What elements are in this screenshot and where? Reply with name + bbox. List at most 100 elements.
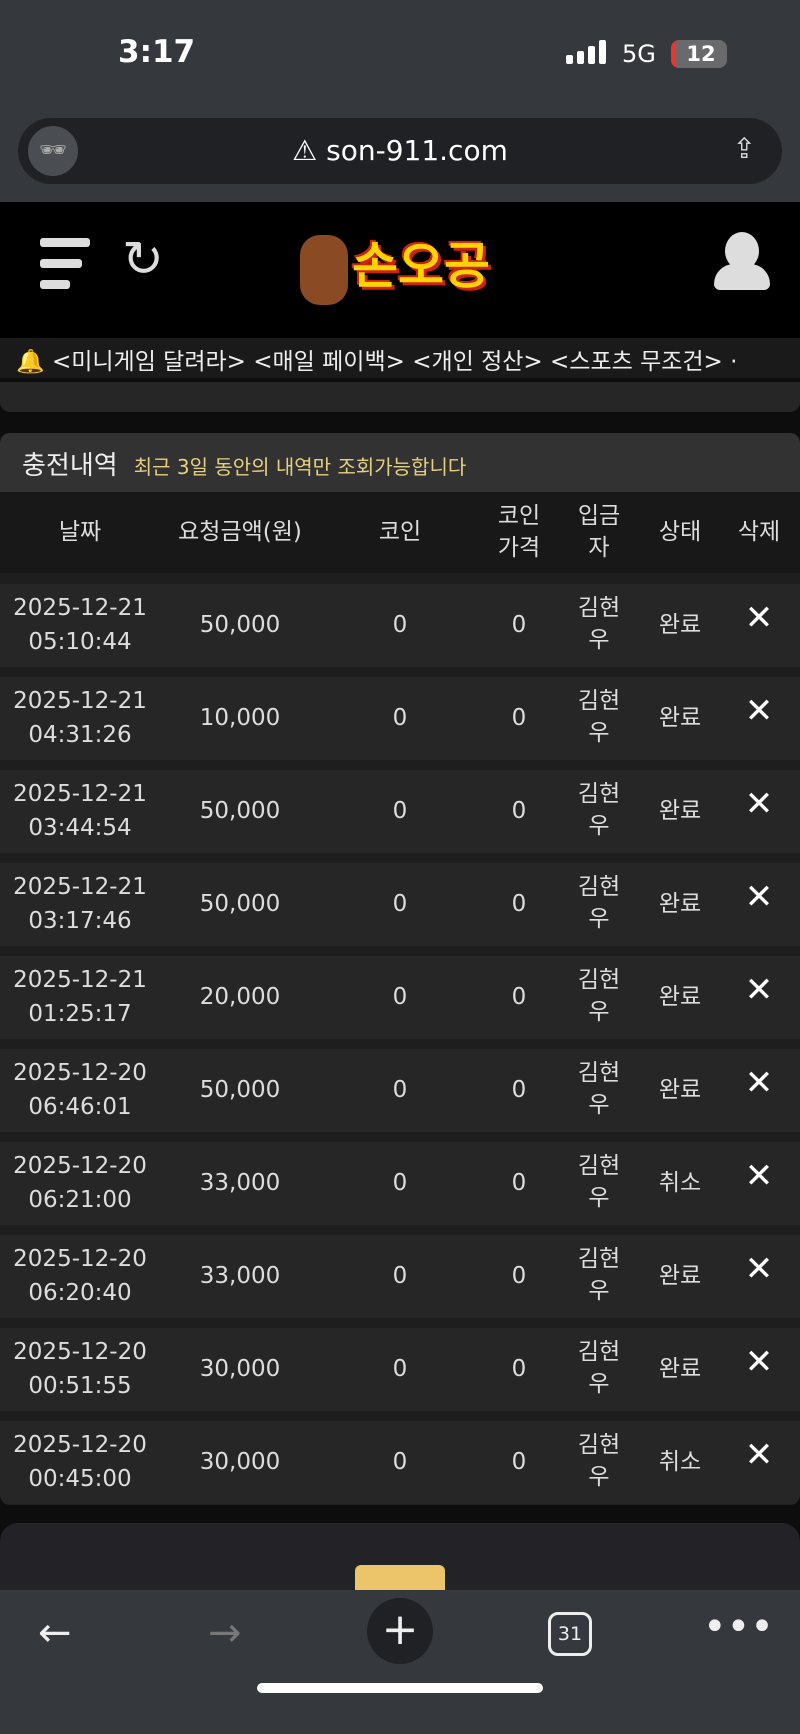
status-cell: 취소	[658, 1170, 702, 1196]
status-cell: 취소	[658, 1449, 702, 1475]
depositor-cell: 김현우	[577, 874, 621, 932]
amount-cell: 50,000	[199, 891, 281, 917]
table-row: 2025-12-21 01:25:17 20,000 0 0 김현우 완료 ✕	[0, 956, 800, 1039]
status-cell: 완료	[658, 798, 702, 824]
table-header: 날짜 요청금액(원) 코인 코인 가격 입금 자 상태 삭제	[0, 492, 800, 573]
delete-icon[interactable]: ✕	[744, 1249, 774, 1289]
coin-price-cell: 0	[511, 1077, 527, 1103]
depositor-cell: 김현우	[577, 1339, 621, 1397]
time-cell: 00:45:00	[28, 1466, 132, 1492]
amount-cell: 33,000	[199, 1170, 281, 1196]
date-cell: 2025-12-20	[13, 1060, 147, 1086]
table-row: 2025-12-21 03:17:46 50,000 0 0 김현우 완료 ✕	[0, 863, 800, 946]
signal-icon	[566, 40, 606, 64]
column-header: 삭제	[737, 519, 781, 545]
site-header: ↻ 손오공	[0, 202, 800, 338]
delete-icon[interactable]: ✕	[744, 877, 774, 917]
coin-price-cell: 0	[511, 612, 527, 638]
more-icon[interactable]: •••	[703, 1604, 774, 1650]
network-type: 5G	[622, 40, 656, 68]
battery-icon: 12	[671, 40, 727, 68]
delete-icon[interactable]: ✕	[744, 1342, 774, 1382]
user-icon[interactable]	[714, 232, 770, 292]
menu-icon[interactable]	[40, 238, 90, 301]
status-cell: 완료	[658, 984, 702, 1010]
coin-price-cell: 0	[511, 1356, 527, 1382]
time-cell: 05:10:44	[28, 629, 132, 655]
time-cell: 03:44:54	[28, 815, 132, 841]
new-tab-icon[interactable]: +	[367, 1598, 433, 1664]
amount-cell: 50,000	[199, 798, 281, 824]
time-cell: 04:31:26	[28, 722, 132, 748]
depositor-cell: 김현우	[577, 1060, 621, 1118]
coin-price-cell: 0	[511, 705, 527, 731]
amount-cell: 50,000	[199, 612, 281, 638]
amount-cell: 10,000	[199, 705, 281, 731]
date-cell: 2025-12-21	[13, 688, 147, 714]
bell-icon: 🔔	[16, 349, 45, 375]
date-cell: 2025-12-21	[13, 781, 147, 807]
table-row: 2025-12-20 06:46:01 50,000 0 0 김현우 완료 ✕	[0, 1049, 800, 1132]
date-cell: 2025-12-20	[13, 1246, 147, 1272]
coin-cell: 0	[392, 1263, 408, 1289]
time-cell: 06:46:01	[28, 1094, 132, 1120]
delete-icon[interactable]: ✕	[744, 970, 774, 1010]
status-cell: 완료	[658, 1356, 702, 1382]
section-header: 충전내역 최근 3일 동안의 내역만 조회가능합니다	[0, 433, 800, 492]
coin-cell: 0	[392, 984, 408, 1010]
coin-cell: 0	[392, 705, 408, 731]
delete-icon[interactable]: ✕	[744, 1063, 774, 1103]
delete-icon[interactable]: ✕	[744, 1156, 774, 1196]
depositor-cell: 김현우	[577, 595, 621, 653]
status-cell: 완료	[658, 612, 702, 638]
coin-price-cell: 0	[511, 984, 527, 1010]
clock: 3:17	[118, 34, 196, 70]
date-cell: 2025-12-21	[13, 595, 147, 621]
back-icon[interactable]: ←	[38, 1610, 72, 1656]
coin-cell: 0	[392, 1449, 408, 1475]
delete-icon[interactable]: ✕	[744, 784, 774, 824]
status-bar: 3:17 5G 12 🕶 ⚠ son-911.com ⇪	[0, 0, 800, 202]
refresh-icon[interactable]: ↻	[122, 230, 164, 288]
forward-icon[interactable]: →	[208, 1610, 242, 1656]
delete-icon[interactable]: ✕	[744, 691, 774, 731]
delete-icon[interactable]: ✕	[744, 1435, 774, 1475]
coin-cell: 0	[392, 798, 408, 824]
address-bar[interactable]: 🕶 ⚠ son-911.com ⇪	[18, 118, 782, 184]
time-cell: 03:17:46	[28, 908, 132, 934]
table-row: 2025-12-20 06:20:40 33,000 0 0 김현우 완료 ✕	[0, 1235, 800, 1318]
url: son-911.com	[326, 134, 508, 167]
tabs-button[interactable]: 31	[548, 1612, 592, 1656]
coin-cell: 0	[392, 1356, 408, 1382]
status-cell: 완료	[658, 1077, 702, 1103]
column-header: 입금 자	[577, 503, 621, 561]
date-cell: 2025-12-20	[13, 1153, 147, 1179]
share-icon[interactable]: ⇪	[732, 132, 756, 165]
date-cell: 2025-12-20	[13, 1339, 147, 1365]
date-cell: 2025-12-21	[13, 874, 147, 900]
notice-ticker[interactable]: 🔔 <미니게임 달려라> <매일 페이백> <개인 정산> <스포츠 무조건> …	[0, 338, 800, 378]
incognito-icon[interactable]: 🕶	[28, 126, 78, 176]
amount-cell: 50,000	[199, 1077, 281, 1103]
column-header: 요청금액(원)	[178, 519, 302, 545]
depositor-cell: 김현우	[577, 1153, 621, 1211]
section-note: 최근 3일 동안의 내역만 조회가능합니다	[133, 455, 467, 479]
depositor-cell: 김현우	[577, 688, 621, 746]
browser-toolbar: ← → + 31 •••	[0, 1590, 800, 1734]
status-cell: 완료	[658, 891, 702, 917]
column-header: 상태	[658, 519, 702, 545]
delete-icon[interactable]: ✕	[744, 598, 774, 638]
coin-cell: 0	[392, 1077, 408, 1103]
site-logo[interactable]: 손오공	[300, 226, 490, 305]
table-row: 2025-12-20 00:45:00 30,000 0 0 김현우 취소 ✕	[0, 1421, 800, 1504]
status-cell: 완료	[658, 1263, 702, 1289]
coin-price-cell: 0	[511, 891, 527, 917]
url-text[interactable]: ⚠ son-911.com	[18, 134, 782, 167]
coin-cell: 0	[392, 891, 408, 917]
depositor-cell: 김현우	[577, 1246, 621, 1304]
column-header: 코인	[378, 519, 422, 545]
amount-cell: 30,000	[199, 1356, 281, 1382]
table-row: 2025-12-21 04:31:26 10,000 0 0 김현우 완료 ✕	[0, 677, 800, 760]
logo-text: 손오공	[352, 237, 490, 295]
coin-price-cell: 0	[511, 798, 527, 824]
